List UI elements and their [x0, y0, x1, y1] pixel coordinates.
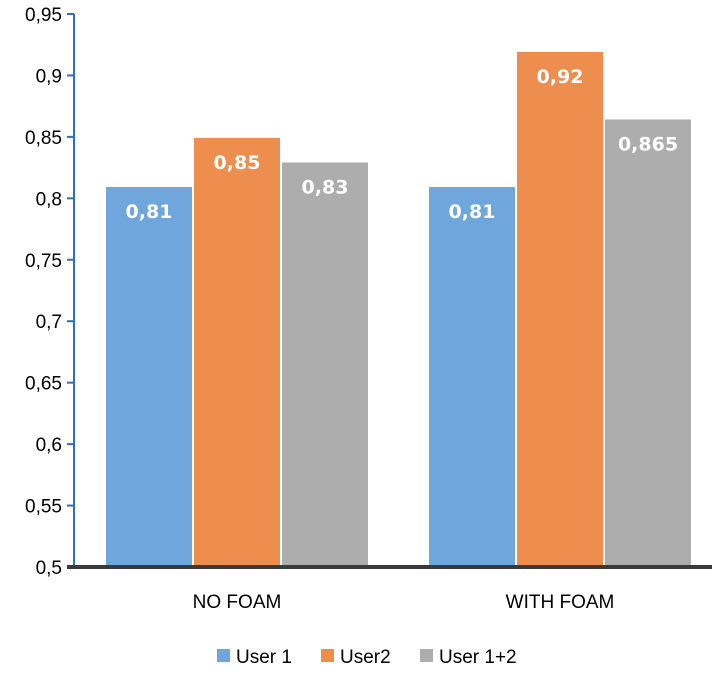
y-tick-label: 0,8	[36, 189, 62, 210]
data-label: 0,92	[537, 66, 584, 88]
legend-label: User 1+2	[439, 647, 517, 668]
category-label: WITH FOAM	[506, 592, 615, 613]
y-tick-label: 0,6	[36, 435, 62, 456]
data-label: 0,865	[618, 133, 678, 155]
y-tick-label: 0,85	[25, 128, 62, 149]
bar-user2-no-foam	[192, 135, 282, 568]
data-label: 0,81	[126, 201, 173, 223]
y-tick-label: 0,75	[25, 251, 62, 272]
data-label: 0,83	[302, 176, 349, 198]
y-tick-label: 0,9	[36, 66, 62, 87]
data-label: 0,85	[214, 152, 261, 174]
legend-label: User2	[340, 647, 391, 668]
bar-user2-with-foam	[515, 49, 605, 569]
y-tick-label: 0,95	[25, 5, 62, 26]
bar-user-1-with-foam	[427, 185, 517, 569]
y-tick-label: 0,65	[25, 374, 62, 395]
data-label: 0,81	[449, 201, 496, 223]
y-tick-label: 0,5	[36, 558, 62, 579]
legend-swatch	[321, 649, 334, 662]
y-tick-label: 0,55	[25, 497, 62, 518]
legend-swatch	[217, 649, 230, 662]
bar-user-1-no-foam	[104, 185, 194, 569]
category-label: NO FOAM	[193, 592, 282, 613]
legend-swatch	[420, 649, 433, 662]
bar-user-1-2-with-foam	[603, 117, 693, 568]
y-tick-label: 0,7	[36, 312, 62, 333]
legend-label: User 1	[236, 647, 292, 668]
bar-user-1-2-no-foam	[280, 160, 370, 568]
